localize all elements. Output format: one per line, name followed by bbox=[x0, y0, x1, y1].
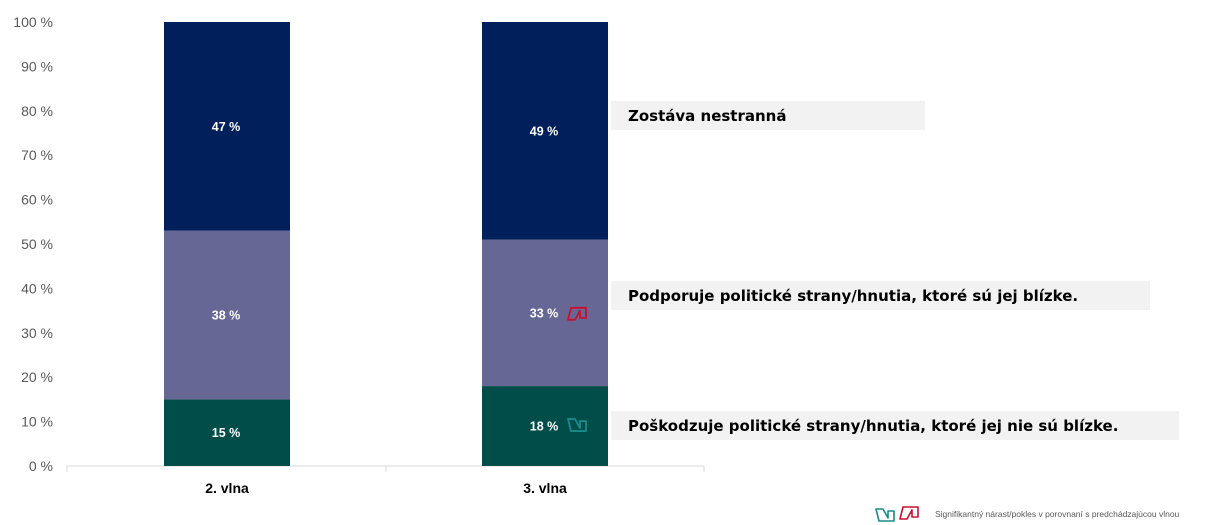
legend-label: Podporuje politické strany/hnutia, ktoré… bbox=[628, 286, 1079, 305]
y-axis: 0 % 10 % 20 % 30 % 40 % 50 % 60 % 70 % 80 % 90 % 1… bbox=[13, 14, 53, 474]
y-tick-label: 0 % bbox=[29, 458, 53, 474]
bar-value-label: 47 % bbox=[212, 120, 241, 134]
legend-item-podporuje: Podporuje politické strany/hnutia, ktoré… bbox=[611, 281, 1150, 310]
arrow-decrease-icon bbox=[567, 306, 587, 321]
legend-item-zostava-nestranna: Zostáva nestranná bbox=[611, 101, 925, 130]
bar-value-label: 38 % bbox=[212, 309, 241, 323]
arrow-increase-icon bbox=[567, 418, 587, 432]
x-category-label: 3. vlna bbox=[523, 480, 567, 496]
x-category-label: 2. vlna bbox=[205, 480, 249, 496]
bar-segment bbox=[482, 239, 608, 387]
y-tick-label: 70 % bbox=[21, 147, 53, 163]
bar-segment bbox=[164, 22, 290, 231]
arrow-decrease-icon bbox=[899, 506, 919, 520]
y-tick-label: 20 % bbox=[21, 369, 53, 385]
y-tick-label: 50 % bbox=[21, 236, 53, 252]
bar-segment bbox=[164, 399, 290, 466]
y-tick-label: 60 % bbox=[21, 192, 53, 208]
y-tick-label: 100 % bbox=[13, 14, 53, 30]
footnote: Signifikantný nárast/pokles v porovnaní … bbox=[873, 505, 1179, 523]
bar-value-label: 15 % bbox=[212, 426, 241, 440]
legend-label: Zostáva nestranná bbox=[628, 106, 787, 125]
bar-value-label: 18 % bbox=[530, 420, 559, 434]
y-tick-label: 10 % bbox=[21, 414, 53, 430]
x-axis: 2. vlna 3. vlna bbox=[66, 465, 705, 496]
bar-segment bbox=[164, 230, 290, 400]
y-tick-label: 30 % bbox=[21, 325, 53, 341]
bar-segments bbox=[164, 22, 608, 466]
arrow-increase-icon bbox=[875, 508, 895, 522]
significance-markers bbox=[567, 306, 587, 432]
bar-value-label: 49 % bbox=[530, 124, 559, 138]
bar-segment bbox=[482, 386, 608, 466]
bar-segment bbox=[482, 22, 608, 240]
bar-value-label: 33 % bbox=[530, 306, 559, 320]
footnote-text: Signifikantný nárast/pokles v porovnaní … bbox=[935, 509, 1180, 519]
y-tick-label: 80 % bbox=[21, 103, 53, 119]
y-tick-label: 40 % bbox=[21, 280, 53, 296]
value-labels: 15 % 38 % 47 % 18 % 33 % 49 % bbox=[212, 120, 559, 440]
legend-item-poskodzuje: Poškodzuje politické strany/hnutia, ktor… bbox=[611, 411, 1179, 440]
legend-label: Poškodzuje politické strany/hnutia, ktor… bbox=[628, 416, 1119, 435]
y-tick-label: 90 % bbox=[21, 58, 53, 74]
